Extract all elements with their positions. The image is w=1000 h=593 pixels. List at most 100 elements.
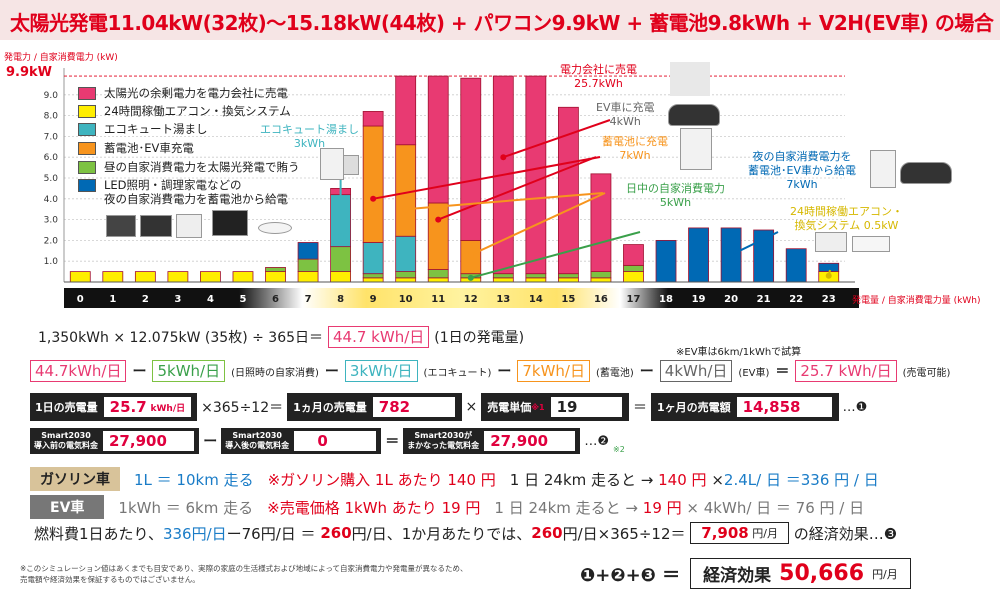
annotation-daytime: 日中の自家消費電力 5kWh <box>626 182 725 210</box>
annotation-aircon: 24時間稼働エアコン・ 換気システム 0.5kW <box>790 205 903 233</box>
legend-swatch <box>78 161 96 174</box>
operator: ー <box>132 364 147 380</box>
time-strip <box>64 288 859 308</box>
title-bar: 太陽光発電11.04kW(32枚)〜15.18kW(44枚) + パワコン9.9… <box>0 0 1000 40</box>
label: 売電単価 <box>487 401 532 414</box>
bar-segment <box>460 77 482 241</box>
bar-segment <box>362 273 384 279</box>
note: (蓄電池) <box>595 367 634 379</box>
fuel-savings-box: 7,908 円/月 <box>690 522 789 544</box>
battery-unit-icon <box>680 128 712 170</box>
label-line: 導入前の電気料金 <box>34 441 98 450</box>
legend-swatch <box>78 87 96 100</box>
connector-line <box>730 231 779 256</box>
bar-segment <box>590 271 612 279</box>
annotation-ev: EV車に充電 4kWh <box>596 101 654 129</box>
ev-car-icon <box>668 104 720 126</box>
label-line: 導入後の電気料金 <box>225 441 290 450</box>
bar-segment <box>395 271 417 279</box>
bar-segment <box>525 277 547 283</box>
note: (EV車) <box>738 367 770 379</box>
disclaimer: ※このシミュレーション値はあくまでも目安であり、実際の家庭の生活様式および地域に… <box>20 563 468 585</box>
calc-line-4: Smart2030 導入前の電気料金 27,900 円/月 ー Smart2030 導… <box>30 428 625 454</box>
bar-segment <box>525 75 547 275</box>
note: ※1 <box>531 402 545 412</box>
legend-swatch <box>78 142 96 155</box>
x-tick-label: 20 <box>724 294 738 305</box>
annotation-daytime-title: 日中の自家消費電力 <box>626 182 725 195</box>
label-line: Smart2030が <box>414 431 472 440</box>
annotation-ev-title: EV車に充電 <box>596 101 655 114</box>
annotation-battery-value: 7kWh <box>619 149 651 162</box>
ev-box: 4kWh/日 <box>659 360 733 382</box>
operator: ー <box>639 364 654 380</box>
bar-segment <box>590 277 612 283</box>
connector-dot <box>370 195 377 202</box>
operator: × <box>465 399 478 415</box>
x-tick-label: 21 <box>757 294 771 305</box>
ecocute-box: 3kWh/日 <box>344 360 418 382</box>
v2h-unit-icon <box>870 150 896 188</box>
annotation-lines <box>337 119 832 281</box>
operator: ＝ <box>385 434 400 450</box>
gas-efficiency: 1L ＝ 10km 走る <box>134 470 254 489</box>
connector-line <box>470 231 641 279</box>
legend-label: 昼の自家消費電力を太陽光発電で賄う <box>104 160 300 174</box>
label-line: Smart2030 <box>41 431 91 440</box>
value-box: 19 円/kWh <box>549 396 623 418</box>
annotation-sell-value: 25.7kWh <box>574 77 623 90</box>
unit: 円/月 <box>752 527 778 540</box>
monthly-sales-box: 1ヵ月の売電量 782 kWh/月 <box>287 393 462 421</box>
bar-segment <box>167 271 189 283</box>
annotation-night: 夜の自家消費電力を 蓄電池･EV車から給電 7kWh <box>748 150 856 192</box>
annotation-aircon-subtitle: 換気システム 0.5kW <box>794 219 899 232</box>
x-tick-label: 7 <box>305 294 312 305</box>
label: Smart2030が まかなった電気料金 <box>407 431 479 451</box>
value: 0 <box>317 432 328 450</box>
appliance-image <box>106 215 136 237</box>
x-tick-label: 2 <box>142 294 149 305</box>
y-tick-label: 1.0 <box>44 257 59 267</box>
label: 1日の売電量 <box>35 401 98 414</box>
operator: × <box>711 470 724 489</box>
ventilation-icon <box>815 232 847 252</box>
bar-segment <box>785 248 807 283</box>
ev-daily-cost: 1 日 24km 走ると → 19 円 × 4kWh/ 日 ＝ 76 円 / 日 <box>494 497 864 518</box>
bar-segment <box>427 202 449 270</box>
connector-dot <box>337 233 344 240</box>
bar-segment <box>427 269 449 279</box>
bar-segment <box>427 75 449 204</box>
before-cost-box: Smart2030 導入前の電気料金 27,900 円/月 <box>30 428 200 454</box>
bar-segment <box>623 271 644 283</box>
x-tick-label: 8 <box>337 294 344 305</box>
legend-label: エコキュート湯まし <box>104 122 208 136</box>
bar-segment <box>525 273 547 279</box>
y-tick-label: 8.0 <box>44 112 59 122</box>
annotation-daytime-value: 5kWh <box>659 196 692 209</box>
connector-dot <box>467 274 474 281</box>
ev-price: ※売電価格 1kWh あたり 19 円 <box>267 498 481 517</box>
gas-car-tag: ガソリン車 <box>30 467 120 491</box>
value: 336円/日 <box>162 524 227 543</box>
x-tick-label: 15 <box>561 294 575 305</box>
label: 1ヶ月の売電額 <box>656 401 731 414</box>
bar-segment <box>492 273 514 279</box>
x-tick-label: 13 <box>496 294 510 305</box>
bar-segment <box>557 106 579 275</box>
value: 7,908 <box>701 524 749 542</box>
value-box: 27,900 円/月 <box>483 430 577 452</box>
bar-segment <box>69 271 91 283</box>
y-axis: 1.0 2.0 3.0 4.0 5.0 6.0 7.0 8.0 9.0 <box>44 68 845 282</box>
legend-label: LED照明・調理家電などの 夜の自家消費電力を蓄電池から給電 <box>104 178 288 206</box>
gas-price: ※ガソリン購入 1L あたり 140 円 <box>267 470 496 489</box>
bar-segment <box>330 246 352 272</box>
y-tick-label: 6.0 <box>44 153 59 163</box>
annotation-ecocute-value: 3kWh <box>293 137 326 150</box>
annotation-sell: 電力会社に売電 25.7kWh <box>560 63 637 91</box>
connector-line <box>405 192 604 211</box>
value: 19 <box>556 398 578 416</box>
appliance-image <box>212 210 248 236</box>
appliance-image <box>176 214 202 238</box>
connector-line <box>372 156 601 200</box>
marker: …❷ <box>584 433 610 449</box>
